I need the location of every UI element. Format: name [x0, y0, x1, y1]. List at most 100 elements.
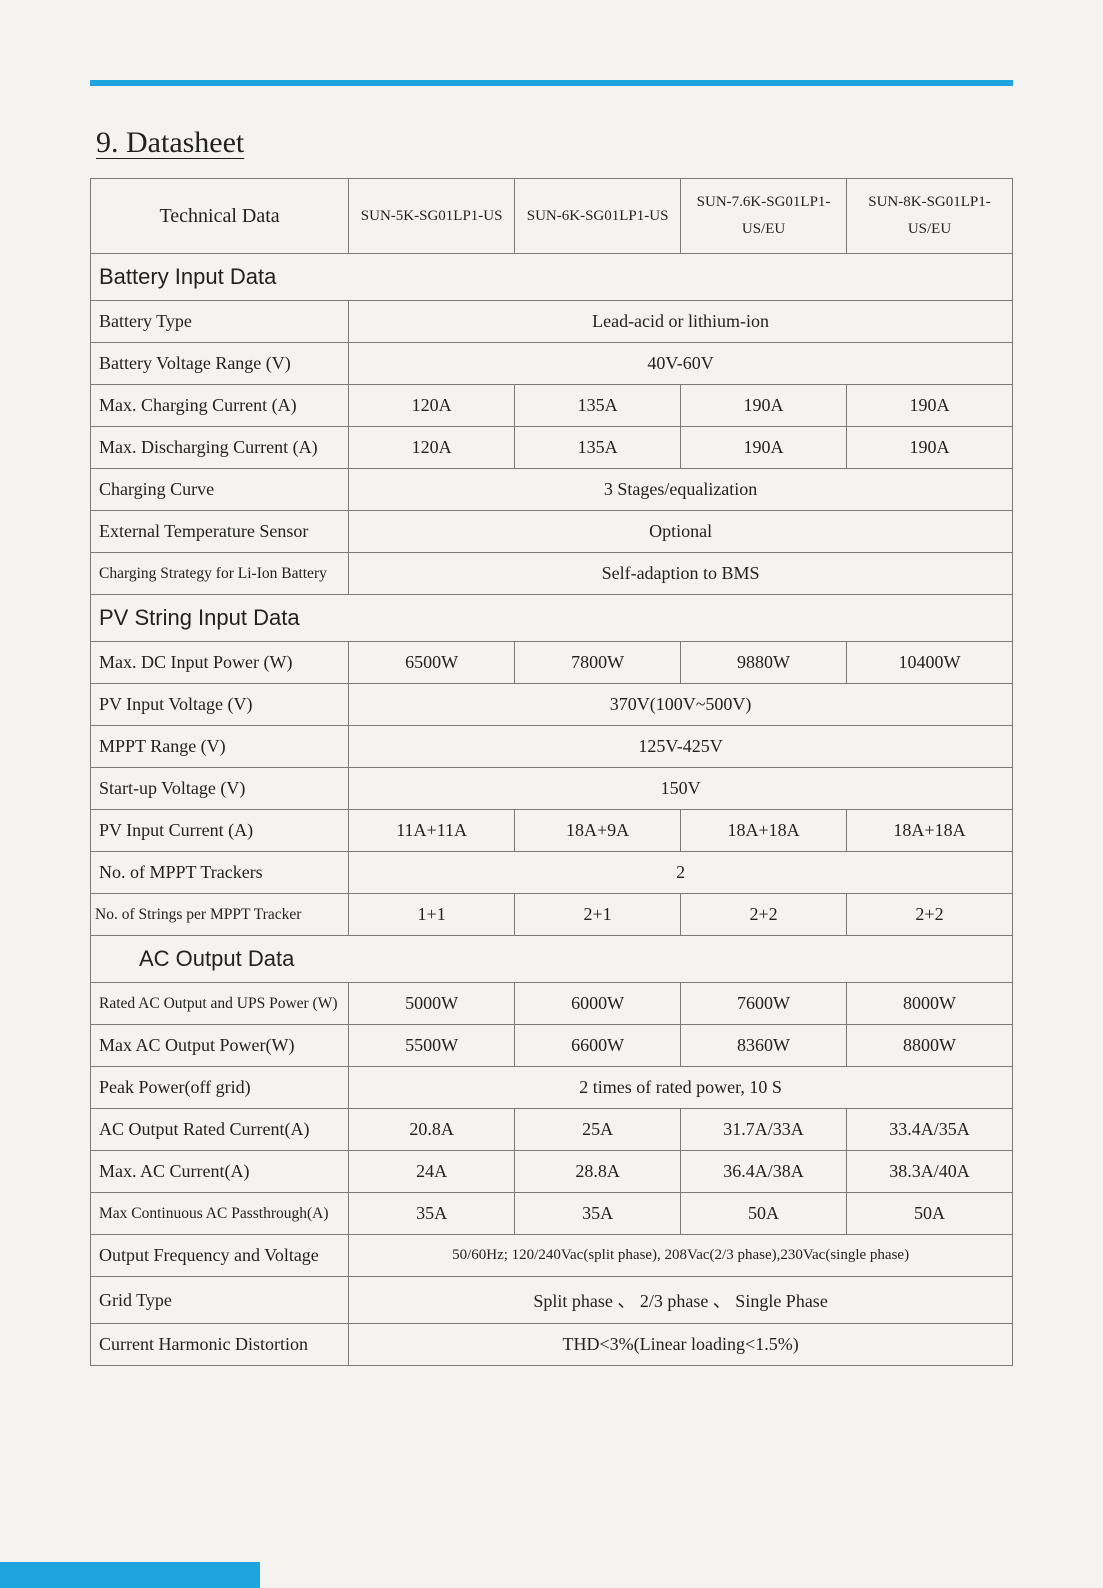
val-pv-input-current-0: 11A+11A: [349, 810, 515, 852]
row-max-discharging-current: Max. Discharging Current (A) 120A 135A 1…: [91, 427, 1013, 469]
model-header-1: SUN-6K-SG01LP1-US: [515, 179, 681, 254]
val-rated-ac-output-2: 7600W: [681, 983, 847, 1025]
row-charging-curve: Charging Curve 3 Stages/equalization: [91, 469, 1013, 511]
row-peak-power: Peak Power(off grid) 2 times of rated po…: [91, 1067, 1013, 1109]
section-battery-header: Battery Input Data: [91, 254, 1013, 301]
val-max-ac-current-0: 24A: [349, 1151, 515, 1193]
label-max-discharging-current: Max. Discharging Current (A): [91, 427, 349, 469]
val-battery-type: Lead-acid or lithium-ion: [349, 301, 1013, 343]
technical-data-header: Technical Data: [91, 179, 349, 254]
row-rated-ac-output: Rated AC Output and UPS Power (W) 5000W …: [91, 983, 1013, 1025]
header-row: Technical Data SUN-5K-SG01LP1-US SUN-6K-…: [91, 179, 1013, 254]
val-pv-input-voltage: 370V(100V~500V): [349, 684, 1013, 726]
val-max-ac-current-1: 28.8A: [515, 1151, 681, 1193]
label-no-strings-per-mppt: No. of Strings per MPPT Tracker: [91, 894, 349, 936]
label-no-mppt-trackers: No. of MPPT Trackers: [91, 852, 349, 894]
label-max-ac-current: Max. AC Current(A): [91, 1151, 349, 1193]
label-ext-temp-sensor: External Temperature Sensor: [91, 511, 349, 553]
val-startup-voltage: 150V: [349, 768, 1013, 810]
row-no-strings-per-mppt: No. of Strings per MPPT Tracker 1+1 2+1 …: [91, 894, 1013, 936]
row-max-charging-current: Max. Charging Current (A) 120A 135A 190A…: [91, 385, 1013, 427]
label-thd: Current Harmonic Distortion: [91, 1324, 349, 1366]
row-ext-temp-sensor: External Temperature Sensor Optional: [91, 511, 1013, 553]
section-pv-header: PV String Input Data: [91, 595, 1013, 642]
label-rated-ac-output: Rated AC Output and UPS Power (W): [91, 983, 349, 1025]
val-ext-temp-sensor: Optional: [349, 511, 1013, 553]
val-max-dc-input-power-2: 9880W: [681, 642, 847, 684]
val-output-freq-voltage: 50/60Hz; 120/240Vac(split phase), 208Vac…: [349, 1235, 1013, 1277]
val-grid-type: Split phase 、 2/3 phase 、 Single Phase: [349, 1277, 1013, 1324]
val-max-cont-passthrough-2: 50A: [681, 1193, 847, 1235]
row-pv-input-current: PV Input Current (A) 11A+11A 18A+9A 18A+…: [91, 810, 1013, 852]
val-thd: THD<3%(Linear loading<1.5%): [349, 1324, 1013, 1366]
row-ac-output-rated-curr: AC Output Rated Current(A) 20.8A 25A 31.…: [91, 1109, 1013, 1151]
val-max-ac-output-power-3: 8800W: [847, 1025, 1013, 1067]
val-pv-input-current-2: 18A+18A: [681, 810, 847, 852]
val-charging-strategy: Self-adaption to BMS: [349, 553, 1013, 595]
section-heading: 9. Datasheet: [96, 126, 1013, 160]
bottom-accent-bar: [0, 1562, 260, 1588]
label-battery-voltage-range: Battery Voltage Range (V): [91, 343, 349, 385]
section-ac-header: AC Output Data: [91, 936, 1013, 983]
val-no-mppt-trackers: 2: [349, 852, 1013, 894]
val-no-strings-per-mppt-2: 2+2: [681, 894, 847, 936]
label-pv-input-voltage: PV Input Voltage (V): [91, 684, 349, 726]
page: 9. Datasheet Technical Data SUN-5K-SG01L…: [0, 0, 1103, 1588]
row-max-dc-input-power: Max. DC Input Power (W) 6500W 7800W 9880…: [91, 642, 1013, 684]
val-rated-ac-output-3: 8000W: [847, 983, 1013, 1025]
row-no-mppt-trackers: No. of MPPT Trackers 2: [91, 852, 1013, 894]
row-max-cont-passthrough: Max Continuous AC Passthrough(A) 35A 35A…: [91, 1193, 1013, 1235]
model-header-0: SUN-5K-SG01LP1-US: [349, 179, 515, 254]
val-max-ac-current-3: 38.3A/40A: [847, 1151, 1013, 1193]
val-max-dc-input-power-3: 10400W: [847, 642, 1013, 684]
val-max-discharging-current-0: 120A: [349, 427, 515, 469]
label-ac-output-rated-curr: AC Output Rated Current(A): [91, 1109, 349, 1151]
val-mppt-range: 125V-425V: [349, 726, 1013, 768]
label-output-freq-voltage: Output Frequency and Voltage: [91, 1235, 349, 1277]
val-battery-voltage-range: 40V-60V: [349, 343, 1013, 385]
val-charging-curve: 3 Stages/equalization: [349, 469, 1013, 511]
val-max-discharging-current-2: 190A: [681, 427, 847, 469]
val-max-charging-current-2: 190A: [681, 385, 847, 427]
val-rated-ac-output-0: 5000W: [349, 983, 515, 1025]
val-max-ac-output-power-0: 5500W: [349, 1025, 515, 1067]
label-max-charging-current: Max. Charging Current (A): [91, 385, 349, 427]
val-max-cont-passthrough-1: 35A: [515, 1193, 681, 1235]
val-max-cont-passthrough-3: 50A: [847, 1193, 1013, 1235]
row-charging-strategy: Charging Strategy for Li-Ion Battery Sel…: [91, 553, 1013, 595]
val-max-discharging-current-1: 135A: [515, 427, 681, 469]
row-grid-type: Grid Type Split phase 、 2/3 phase 、 Sing…: [91, 1277, 1013, 1324]
row-thd: Current Harmonic Distortion THD<3%(Linea…: [91, 1324, 1013, 1366]
val-max-dc-input-power-1: 7800W: [515, 642, 681, 684]
val-max-charging-current-0: 120A: [349, 385, 515, 427]
val-pv-input-current-1: 18A+9A: [515, 810, 681, 852]
datasheet-table: Technical Data SUN-5K-SG01LP1-US SUN-6K-…: [90, 178, 1013, 1366]
top-accent-rule: [90, 80, 1013, 86]
row-output-freq-voltage: Output Frequency and Voltage 50/60Hz; 12…: [91, 1235, 1013, 1277]
val-ac-output-rated-curr-1: 25A: [515, 1109, 681, 1151]
label-charging-strategy: Charging Strategy for Li-Ion Battery: [91, 553, 349, 595]
val-no-strings-per-mppt-3: 2+2: [847, 894, 1013, 936]
label-pv-input-current: PV Input Current (A): [91, 810, 349, 852]
label-max-ac-output-power: Max AC Output Power(W): [91, 1025, 349, 1067]
val-max-ac-output-power-2: 8360W: [681, 1025, 847, 1067]
val-pv-input-current-3: 18A+18A: [847, 810, 1013, 852]
val-max-ac-current-2: 36.4A/38A: [681, 1151, 847, 1193]
label-mppt-range: MPPT Range (V): [91, 726, 349, 768]
row-battery-type: Battery Type Lead-acid or lithium-ion: [91, 301, 1013, 343]
val-no-strings-per-mppt-1: 2+1: [515, 894, 681, 936]
row-max-ac-output-power: Max AC Output Power(W) 5500W 6600W 8360W…: [91, 1025, 1013, 1067]
val-max-charging-current-3: 190A: [847, 385, 1013, 427]
val-max-charging-current-1: 135A: [515, 385, 681, 427]
row-max-ac-current: Max. AC Current(A) 24A 28.8A 36.4A/38A 3…: [91, 1151, 1013, 1193]
val-max-dc-input-power-0: 6500W: [349, 642, 515, 684]
val-max-cont-passthrough-0: 35A: [349, 1193, 515, 1235]
label-grid-type: Grid Type: [91, 1277, 349, 1324]
val-peak-power: 2 times of rated power, 10 S: [349, 1067, 1013, 1109]
row-startup-voltage: Start-up Voltage (V) 150V: [91, 768, 1013, 810]
val-no-strings-per-mppt-0: 1+1: [349, 894, 515, 936]
model-header-2: SUN-7.6K-SG01LP1-US/EU: [681, 179, 847, 254]
label-max-dc-input-power: Max. DC Input Power (W): [91, 642, 349, 684]
row-battery-voltage-range: Battery Voltage Range (V) 40V-60V: [91, 343, 1013, 385]
val-rated-ac-output-1: 6000W: [515, 983, 681, 1025]
